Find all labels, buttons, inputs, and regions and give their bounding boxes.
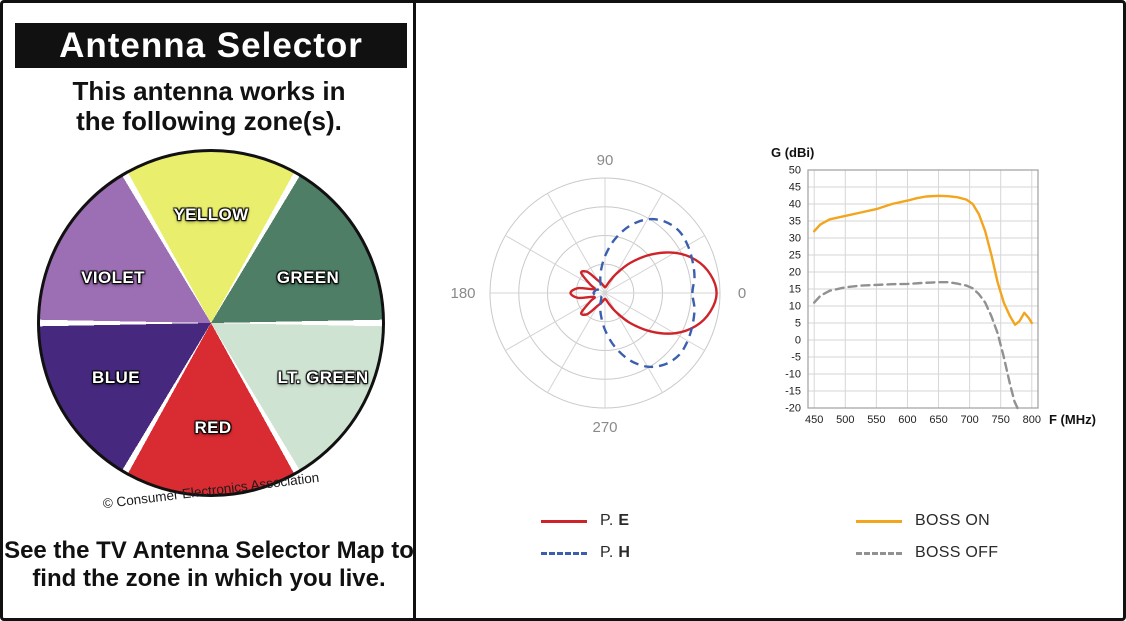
zone-label-green: GREEN — [276, 268, 340, 287]
svg-text:30: 30 — [789, 233, 801, 245]
zone-wheel: YELLOW GREEN LT. GREEN RED BLUE VIOLET ©… — [37, 149, 385, 511]
zone-label-violet: VIOLET — [81, 268, 145, 287]
svg-text:500: 500 — [836, 414, 854, 426]
svg-text:-15: -15 — [785, 386, 801, 398]
svg-text:-10: -10 — [785, 369, 801, 381]
boss-legend: BOSS ON BOSS OFF — [856, 509, 998, 565]
svg-text:F (MHz): F (MHz) — [1049, 412, 1096, 427]
svg-text:5: 5 — [795, 318, 801, 330]
legend-item-pe: P. E — [541, 509, 630, 533]
radiation-pattern-polar-chart: 90 180 0 270 — [450, 152, 746, 436]
svg-text:0: 0 — [738, 285, 746, 302]
footer-line-1: See the TV Antenna Selector Map to — [4, 537, 414, 564]
subtitle-line-1: This antenna works in — [72, 76, 346, 106]
boss-on-line-swatch — [856, 519, 902, 523]
svg-text:550: 550 — [867, 414, 885, 426]
subtitle-line-2: the following zone(s). — [76, 105, 342, 136]
panel-divider — [413, 3, 416, 618]
zone-label-red: RED — [194, 418, 232, 437]
pe-line-swatch — [541, 519, 587, 523]
svg-text:0: 0 — [795, 335, 801, 347]
svg-text:750: 750 — [992, 414, 1010, 426]
zone-wheel-disc — [37, 149, 385, 497]
svg-text:450: 450 — [805, 414, 823, 426]
svg-text:15: 15 — [789, 284, 801, 296]
boss-off-line-swatch — [856, 551, 902, 555]
svg-text:20: 20 — [789, 267, 801, 279]
svg-text:10: 10 — [789, 301, 801, 313]
footer-note: See the TV Antenna Selector Map to find … — [3, 537, 415, 593]
svg-text:-20: -20 — [785, 403, 801, 415]
svg-text:-5: -5 — [791, 352, 801, 364]
footer-line-2: find the zone in which you live. — [32, 565, 386, 593]
ph-label: P. H — [600, 544, 631, 561]
svg-text:40: 40 — [789, 199, 801, 211]
zone-label-blue: BLUE — [92, 368, 140, 387]
svg-text:650: 650 — [929, 414, 947, 426]
page-title: Antenna Selector — [15, 23, 407, 68]
svg-text:35: 35 — [789, 216, 801, 228]
pe-label: P. E — [600, 512, 630, 529]
svg-text:180: 180 — [450, 285, 475, 302]
legend-item-boss-on: BOSS ON — [856, 509, 998, 533]
zone-label-yellow: YELLOW — [173, 205, 249, 224]
svg-text:G (dBi): G (dBi) — [771, 145, 814, 160]
zone-label-lt-green: LT. GREEN — [277, 368, 369, 387]
svg-text:800: 800 — [1023, 414, 1041, 426]
boss-on-label: BOSS ON — [915, 512, 991, 529]
ph-line-swatch — [541, 551, 587, 555]
legend-item-ph: P. H — [541, 541, 630, 565]
boss-off-label: BOSS OFF — [915, 544, 999, 561]
subtitle: This antenna works in the following zone… — [3, 76, 415, 137]
svg-text:50: 50 — [789, 165, 801, 177]
svg-text:25: 25 — [789, 250, 801, 262]
svg-text:600: 600 — [898, 414, 916, 426]
svg-text:700: 700 — [960, 414, 978, 426]
pattern-legend: P. E P. H — [541, 509, 630, 565]
svg-text:45: 45 — [789, 182, 801, 194]
svg-text:90: 90 — [597, 152, 614, 169]
svg-text:270: 270 — [592, 419, 617, 436]
legend-item-boss-off: BOSS OFF — [856, 541, 998, 565]
